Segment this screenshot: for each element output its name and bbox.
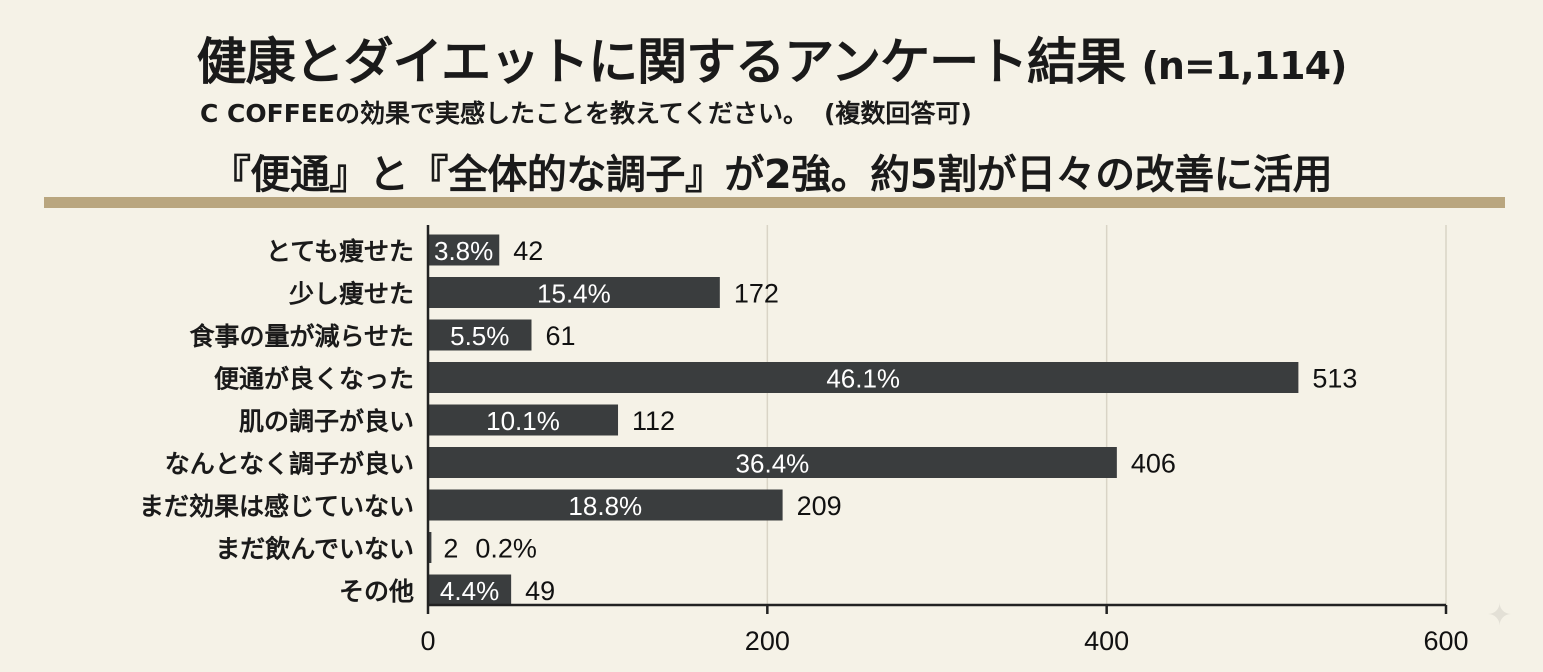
category-label: 便通が良くなった	[214, 365, 414, 394]
category-label: その他	[339, 577, 414, 606]
bar	[428, 277, 720, 308]
x-tick-label: 0	[420, 626, 435, 656]
category-label: 食事の量が減らせた	[189, 322, 414, 351]
bar	[428, 447, 1117, 478]
percent-label: 4.4%	[440, 576, 499, 606]
percent-label: 10.1%	[486, 406, 560, 436]
x-tick-label: 600	[1423, 626, 1468, 656]
percent-label: 5.5%	[450, 321, 509, 351]
value-label: 2	[443, 534, 458, 564]
category-label: 少し痩せた	[288, 280, 414, 309]
bar	[428, 234, 500, 266]
category-label: まだ飲んでいない	[215, 535, 414, 564]
bar	[428, 319, 532, 351]
category-label: まだ効果は感じていない	[139, 492, 414, 521]
value-label: 172	[734, 279, 779, 309]
category-label: なんとなく調子が良い	[165, 450, 414, 479]
bar	[428, 404, 619, 436]
category-label: 肌の調子が良い	[239, 407, 414, 436]
percent-label: 0.2%	[475, 534, 537, 564]
bar	[428, 574, 512, 606]
bar	[428, 532, 432, 563]
percent-label: 15.4%	[537, 279, 611, 309]
value-label: 513	[1312, 364, 1357, 394]
question-text: C COFFEEの効果で実感したことを教えてください。	[200, 99, 808, 128]
category-label: とても痩せた	[266, 237, 414, 266]
x-tick-label: 400	[1084, 626, 1129, 656]
percent-label: 46.1%	[826, 364, 900, 394]
title-main: 健康とダイエットに関するアンケート結果	[196, 33, 1126, 91]
chart-title: 健康とダイエットに関するアンケート結果 (n=1,114)	[0, 22, 1543, 94]
percent-label: 36.4%	[736, 449, 810, 479]
sample-size: (n=1,114)	[1141, 44, 1348, 88]
headline-underline	[44, 197, 1505, 208]
value-label: 49	[525, 576, 555, 606]
value-label: 406	[1131, 449, 1176, 479]
bar	[428, 362, 1299, 393]
value-label: 61	[545, 321, 575, 351]
bar	[428, 489, 783, 521]
percent-label: 18.8%	[568, 491, 642, 521]
value-label: 209	[797, 491, 842, 521]
sparkle-icon: ✦	[1487, 598, 1513, 633]
value-label: 112	[632, 406, 675, 436]
value-label: 42	[513, 236, 543, 266]
headline: 『便通』と『全体的な調子』が2強。約5割が日々の改善に活用	[210, 152, 1333, 198]
x-tick-label: 200	[745, 626, 790, 656]
chart-subtitle: C COFFEEの効果で実感したことを教えてください。 (複数回答可)	[200, 94, 972, 130]
percent-label: 3.8%	[434, 236, 493, 266]
multiple-answer-note: (複数回答可)	[823, 99, 972, 128]
